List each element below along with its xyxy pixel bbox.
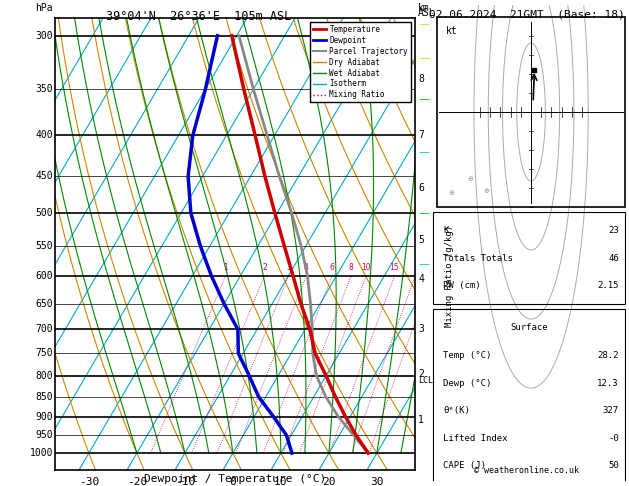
Text: 2.15: 2.15 bbox=[598, 281, 619, 290]
Text: 8: 8 bbox=[418, 74, 424, 84]
Text: 3: 3 bbox=[286, 263, 291, 273]
Text: 5: 5 bbox=[418, 235, 424, 244]
Text: 50: 50 bbox=[608, 461, 619, 470]
Text: Totals Totals: Totals Totals bbox=[443, 254, 513, 263]
Text: 20: 20 bbox=[322, 477, 336, 486]
Text: —: — bbox=[418, 259, 429, 269]
Text: 39°04'N  26°36'E  105m ASL: 39°04'N 26°36'E 105m ASL bbox=[106, 10, 291, 23]
Text: kt: kt bbox=[445, 26, 457, 36]
Text: 8: 8 bbox=[348, 263, 353, 273]
Text: © weatheronline.co.uk: © weatheronline.co.uk bbox=[474, 467, 579, 475]
Text: 6: 6 bbox=[418, 183, 424, 192]
Text: 600: 600 bbox=[35, 271, 53, 281]
Text: 1: 1 bbox=[418, 416, 424, 425]
Text: km: km bbox=[418, 3, 430, 13]
Text: 23: 23 bbox=[608, 226, 619, 235]
Text: 350: 350 bbox=[35, 84, 53, 94]
Text: ASL: ASL bbox=[418, 8, 436, 18]
Text: —: — bbox=[418, 19, 429, 29]
Text: 46: 46 bbox=[608, 254, 619, 263]
Text: -0: -0 bbox=[608, 434, 619, 443]
Text: 30: 30 bbox=[370, 477, 384, 486]
Text: -30: -30 bbox=[79, 477, 99, 486]
Text: 10: 10 bbox=[361, 263, 371, 273]
Text: Dewp (°C): Dewp (°C) bbox=[443, 379, 492, 387]
Text: Mixing Ratio (g/kg): Mixing Ratio (g/kg) bbox=[445, 225, 454, 327]
Text: 4: 4 bbox=[304, 263, 309, 273]
Text: K: K bbox=[443, 226, 448, 235]
Text: hPa: hPa bbox=[35, 3, 53, 13]
Text: 750: 750 bbox=[35, 348, 53, 358]
Text: 02.06.2024  21GMT  (Base: 18): 02.06.2024 21GMT (Base: 18) bbox=[429, 10, 625, 20]
Text: 2: 2 bbox=[262, 263, 267, 273]
Text: 28.2: 28.2 bbox=[598, 351, 619, 360]
Legend: Temperature, Dewpoint, Parcel Trajectory, Dry Adiabat, Wet Adiabat, Isotherm, Mi: Temperature, Dewpoint, Parcel Trajectory… bbox=[309, 22, 411, 103]
Text: 15: 15 bbox=[390, 263, 399, 273]
Text: —: — bbox=[418, 208, 429, 218]
Text: 450: 450 bbox=[35, 172, 53, 181]
Text: 800: 800 bbox=[35, 371, 53, 381]
Bar bbox=[437, 17, 625, 208]
Bar bbox=[433, 309, 625, 486]
Text: ⊕: ⊕ bbox=[448, 190, 455, 196]
Text: 950: 950 bbox=[35, 430, 53, 440]
Text: —: — bbox=[418, 94, 429, 104]
Text: Dewpoint / Temperature (°C): Dewpoint / Temperature (°C) bbox=[144, 473, 326, 484]
Text: ⊕: ⊕ bbox=[483, 188, 489, 193]
Text: 2: 2 bbox=[418, 368, 424, 379]
Text: 7: 7 bbox=[418, 131, 424, 140]
Text: 3: 3 bbox=[418, 325, 424, 334]
Text: —: — bbox=[418, 53, 429, 63]
Text: 10: 10 bbox=[274, 477, 287, 486]
Text: 12.3: 12.3 bbox=[598, 379, 619, 387]
Bar bbox=[433, 212, 625, 304]
Text: Temp (°C): Temp (°C) bbox=[443, 351, 492, 360]
Text: 4: 4 bbox=[418, 274, 424, 284]
Text: -10: -10 bbox=[175, 477, 195, 486]
Text: 700: 700 bbox=[35, 325, 53, 334]
Text: 1000: 1000 bbox=[30, 448, 53, 458]
Text: PW (cm): PW (cm) bbox=[443, 281, 481, 290]
Text: Surface: Surface bbox=[510, 323, 548, 332]
Text: 550: 550 bbox=[35, 241, 53, 251]
Text: ⊕: ⊕ bbox=[467, 176, 473, 182]
Text: θᵉ(K): θᵉ(K) bbox=[443, 406, 470, 415]
Text: Lifted Index: Lifted Index bbox=[443, 434, 508, 443]
Text: LCL: LCL bbox=[418, 376, 433, 384]
Text: 6: 6 bbox=[330, 263, 335, 273]
Text: 650: 650 bbox=[35, 299, 53, 309]
Text: 400: 400 bbox=[35, 131, 53, 140]
Text: -20: -20 bbox=[127, 477, 147, 486]
Text: 300: 300 bbox=[35, 31, 53, 41]
Text: 1: 1 bbox=[223, 263, 228, 273]
Text: 0: 0 bbox=[230, 477, 237, 486]
Text: 900: 900 bbox=[35, 412, 53, 421]
Text: 850: 850 bbox=[35, 392, 53, 402]
Text: 500: 500 bbox=[35, 208, 53, 218]
Text: 327: 327 bbox=[603, 406, 619, 415]
Text: —: — bbox=[418, 147, 429, 157]
Text: CAPE (J): CAPE (J) bbox=[443, 461, 486, 470]
